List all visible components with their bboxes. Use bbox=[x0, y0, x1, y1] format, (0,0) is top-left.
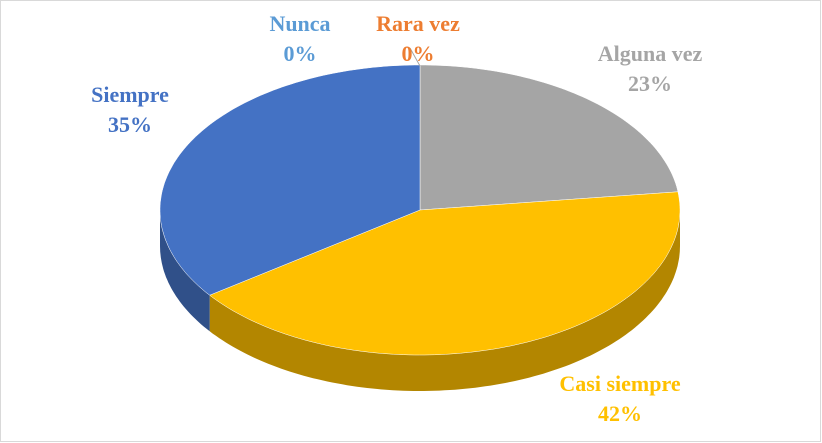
value-label: 0% bbox=[402, 41, 435, 66]
value-label: 0% bbox=[284, 41, 317, 66]
category-label: Alguna vez bbox=[598, 41, 703, 66]
category-label: Rara vez bbox=[376, 11, 460, 36]
value-label: 42% bbox=[598, 401, 642, 426]
slice bbox=[159, 64, 421, 296]
slice bbox=[419, 64, 679, 211]
category-label: Siempre bbox=[91, 82, 169, 107]
leader-line bbox=[409, 47, 421, 67]
slice bbox=[209, 191, 681, 356]
category-label: Casi siempre bbox=[559, 371, 680, 396]
labels: Nunca 0% Rara vez 0% Alguna vez 23% Casi siemp… bbox=[91, 11, 702, 426]
value-label: 23% bbox=[628, 71, 672, 96]
slice-side bbox=[160, 210, 210, 332]
value-label: 35% bbox=[108, 112, 152, 137]
pie bbox=[159, 64, 681, 391]
category-label: Nunca bbox=[269, 11, 330, 36]
